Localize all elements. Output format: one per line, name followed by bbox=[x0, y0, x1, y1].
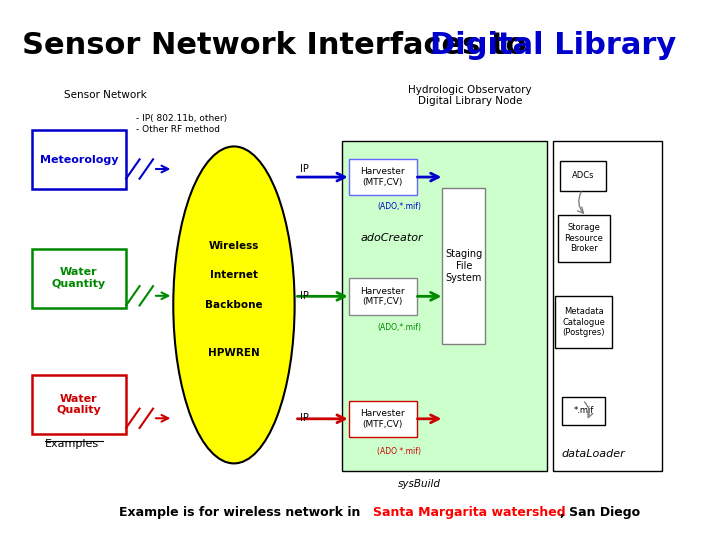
Text: Meteorology: Meteorology bbox=[40, 155, 118, 165]
Text: Digital Library: Digital Library bbox=[430, 31, 676, 60]
Text: (ADO *.mif): (ADO *.mif) bbox=[377, 447, 421, 456]
FancyBboxPatch shape bbox=[553, 141, 662, 471]
Text: Backbone: Backbone bbox=[205, 300, 263, 310]
Text: , San Diego: , San Diego bbox=[559, 507, 639, 519]
FancyBboxPatch shape bbox=[32, 375, 126, 434]
Text: *.mif: *.mif bbox=[574, 406, 594, 415]
Text: HPWREN: HPWREN bbox=[208, 348, 260, 358]
Text: Water
Quantity: Water Quantity bbox=[52, 267, 106, 289]
Text: Storage
Resource
Broker: Storage Resource Broker bbox=[564, 224, 603, 253]
FancyBboxPatch shape bbox=[562, 397, 606, 425]
FancyBboxPatch shape bbox=[442, 188, 485, 344]
FancyBboxPatch shape bbox=[560, 161, 606, 191]
FancyBboxPatch shape bbox=[557, 215, 610, 262]
Text: IP: IP bbox=[300, 413, 309, 423]
Text: (ADO,*.mif): (ADO,*.mif) bbox=[377, 202, 421, 211]
Text: Sensor Network: Sensor Network bbox=[65, 90, 148, 100]
Text: Water
Quality: Water Quality bbox=[57, 394, 102, 415]
Ellipse shape bbox=[174, 146, 294, 463]
Text: Staging
File
System: Staging File System bbox=[445, 249, 482, 282]
Text: sysBuild: sysBuild bbox=[398, 479, 441, 489]
FancyBboxPatch shape bbox=[348, 401, 417, 437]
Text: IP: IP bbox=[300, 164, 309, 174]
FancyBboxPatch shape bbox=[348, 159, 417, 195]
Text: Harvester
(MTF,CV): Harvester (MTF,CV) bbox=[360, 167, 405, 187]
Text: Harvester
(MTF,CV): Harvester (MTF,CV) bbox=[360, 287, 405, 306]
Text: Hydrologic Observatory
Digital Library Node: Hydrologic Observatory Digital Library N… bbox=[408, 85, 531, 106]
Text: Examples: Examples bbox=[45, 439, 99, 449]
FancyBboxPatch shape bbox=[348, 278, 417, 315]
Text: Metadata
Catalogue
(Postgres): Metadata Catalogue (Postgres) bbox=[562, 307, 606, 337]
Text: Harvester
(MTF,CV): Harvester (MTF,CV) bbox=[360, 409, 405, 429]
Text: Example is for wireless network in: Example is for wireless network in bbox=[120, 507, 365, 519]
Text: Santa Margarita watershed: Santa Margarita watershed bbox=[374, 507, 566, 519]
Text: Sensor Network Interfaces to: Sensor Network Interfaces to bbox=[22, 31, 536, 60]
Text: Internet: Internet bbox=[210, 271, 258, 280]
FancyBboxPatch shape bbox=[556, 296, 612, 348]
FancyBboxPatch shape bbox=[32, 130, 126, 190]
Text: dataLoader: dataLoader bbox=[562, 449, 625, 459]
FancyBboxPatch shape bbox=[32, 248, 126, 308]
Text: (ADO,*.mif): (ADO,*.mif) bbox=[377, 323, 421, 332]
Text: adoCreator: adoCreator bbox=[361, 233, 423, 243]
Text: Wireless: Wireless bbox=[209, 241, 259, 251]
FancyBboxPatch shape bbox=[342, 141, 547, 471]
Text: - IP( 802.11b, other)
- Other RF method: - IP( 802.11b, other) - Other RF method bbox=[136, 114, 228, 133]
Text: IP: IP bbox=[300, 291, 309, 301]
Text: ADCs: ADCs bbox=[572, 172, 595, 180]
